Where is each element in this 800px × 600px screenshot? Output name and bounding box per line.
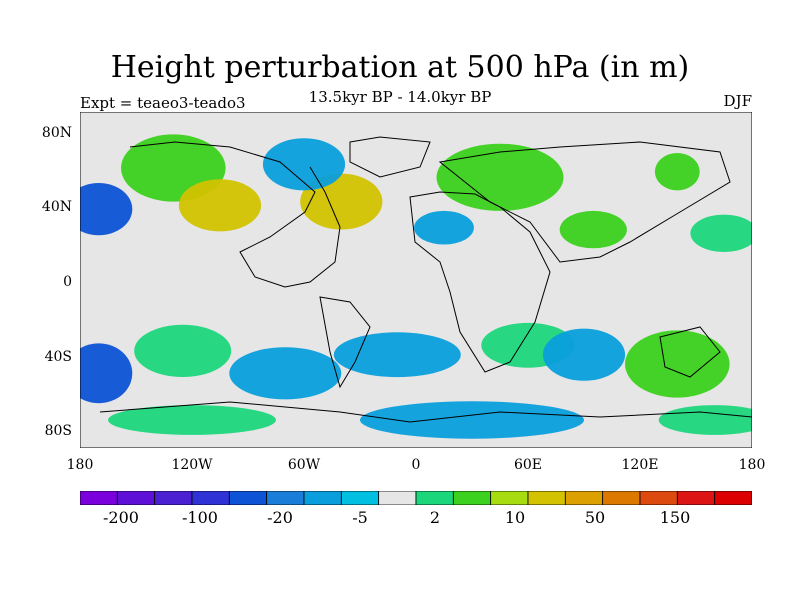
colorbar-swatch bbox=[602, 491, 641, 505]
map-panel bbox=[80, 112, 752, 448]
height-anomaly-region bbox=[108, 405, 276, 435]
height-anomaly-region bbox=[436, 143, 564, 211]
colorbar-swatch bbox=[228, 491, 268, 505]
height-anomaly-region bbox=[542, 328, 626, 381]
colorbar bbox=[80, 491, 752, 505]
colorbar-swatch bbox=[303, 491, 342, 505]
colorbar-swatch bbox=[452, 491, 492, 505]
coastlines bbox=[99, 136, 752, 423]
lat-label-0: 0 bbox=[63, 274, 72, 290]
colorbar-swatch bbox=[191, 491, 230, 505]
colorbar-label-minus100: -100 bbox=[182, 508, 218, 527]
height-anomaly-region bbox=[654, 153, 700, 191]
colorbar-swatch bbox=[116, 491, 156, 505]
colorbar-label-minus5: -5 bbox=[352, 508, 368, 527]
height-anomaly-region bbox=[178, 179, 262, 232]
height-anomaly-region bbox=[625, 330, 730, 398]
colorbar-label-2: 2 bbox=[429, 508, 441, 527]
lat-label-80s: 80S bbox=[44, 423, 72, 439]
height-anomaly-region bbox=[262, 138, 346, 191]
colorbar-swatch bbox=[378, 491, 417, 505]
colorbar-swatch bbox=[676, 491, 716, 505]
colorbar-swatch bbox=[564, 491, 604, 505]
lon-label-0: 0 bbox=[411, 457, 421, 473]
height-anomaly-region bbox=[80, 343, 133, 404]
height-anomaly-region bbox=[414, 210, 474, 245]
colorbar-swatch bbox=[714, 491, 752, 505]
height-anomaly-region bbox=[80, 183, 133, 236]
lat-label-40s: 40S bbox=[44, 349, 72, 365]
colorbar-swatch bbox=[340, 491, 380, 505]
lat-label-80n: 80N bbox=[41, 125, 72, 141]
colorbar-label-minus200: -200 bbox=[103, 508, 139, 527]
colorbar-swatch bbox=[415, 491, 454, 505]
height-anomaly-region bbox=[229, 347, 342, 400]
height-anomaly-region bbox=[690, 214, 752, 252]
height-anomaly-region bbox=[360, 401, 584, 439]
lon-label-120w: 120W bbox=[171, 457, 213, 473]
height-anomaly-region bbox=[134, 324, 232, 377]
experiment-label: Expt = teaeo3-teado3 bbox=[80, 94, 246, 112]
colorbar-swatch bbox=[490, 491, 529, 505]
colorbar-label-minus20: -20 bbox=[267, 508, 293, 527]
map-subtitle: 13.5kyr BP - 14.0kyr BP bbox=[308, 88, 492, 106]
colorbar-swatch bbox=[80, 491, 118, 505]
height-anomaly-region bbox=[559, 210, 627, 249]
colorbar-swatch bbox=[639, 491, 678, 505]
lon-label-60e: 60E bbox=[513, 457, 543, 473]
lon-label-120e: 120E bbox=[621, 457, 659, 473]
lon-label-180w: 180 bbox=[66, 457, 94, 473]
colorbar-label-10: 10 bbox=[504, 508, 526, 527]
lat-label-40n: 40N bbox=[41, 199, 72, 215]
colorbar-swatch bbox=[266, 491, 305, 505]
field-layer bbox=[80, 134, 752, 439]
lon-label-60w: 60W bbox=[287, 457, 321, 473]
height-anomaly-region bbox=[333, 332, 461, 378]
season-label: DJF bbox=[723, 92, 752, 110]
map-title: Height perturbation at 500 hPa (in m) bbox=[110, 50, 690, 85]
colorbar-swatch bbox=[527, 491, 566, 505]
colorbar-label-150: 150 bbox=[659, 508, 691, 527]
lon-label-180e: 180 bbox=[738, 457, 766, 473]
height-perturbation-map bbox=[80, 112, 752, 448]
colorbar-swatch bbox=[154, 491, 193, 505]
colorbar-label-50: 50 bbox=[584, 508, 606, 527]
